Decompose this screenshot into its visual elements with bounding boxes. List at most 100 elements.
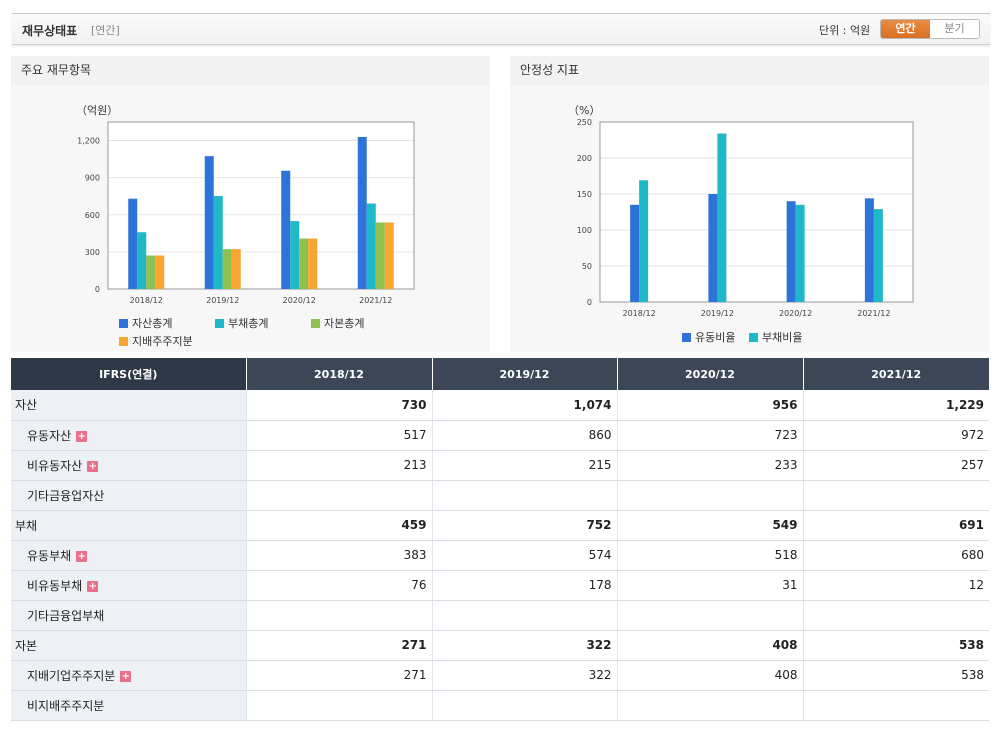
- table-row: 자산 730 1,074 956 1,229: [11, 390, 989, 421]
- table-row: 부채 459 752 549 691: [11, 510, 989, 541]
- header-2020: 2020/12: [617, 358, 804, 390]
- key-items-y-tick-label: 300: [85, 248, 100, 257]
- key-items-bar: [155, 255, 165, 289]
- stability-bar: [630, 204, 640, 302]
- stability-x-tick-label: 2018/12: [623, 309, 656, 318]
- row-value: 518: [617, 540, 804, 571]
- row-value: 691: [803, 510, 989, 541]
- row-label-text: 기타금융업부채: [27, 608, 105, 623]
- key-items-y-tick-label: 0: [95, 285, 100, 294]
- header-2021: 2021/12: [803, 358, 989, 390]
- key-items-bar: [281, 170, 291, 289]
- row-value: 257: [803, 450, 989, 481]
- row-label: 유동부채 +: [11, 540, 247, 571]
- table-row: 비유동자산 +213 215 233 257: [11, 450, 989, 481]
- legend-item-controlling-equity: 지배주주지분: [119, 333, 193, 349]
- stability-y-tick-label: 0: [587, 298, 592, 307]
- annual-button[interactable]: 연간: [881, 20, 930, 38]
- key-items-bar: [366, 203, 376, 289]
- row-value: 459: [246, 510, 433, 541]
- key-items-y-tick-label: 1,200: [77, 137, 100, 146]
- key-items-bar: [308, 238, 318, 289]
- row-value: 12: [803, 570, 989, 601]
- row-value: 322: [432, 660, 618, 691]
- key-items-bar: [204, 156, 214, 289]
- legend-item-total-liabilities: 부채총계: [215, 315, 301, 331]
- table-row: 기타금융업자산: [11, 480, 989, 511]
- row-label-text: 자본: [15, 638, 38, 653]
- key-items-bar: [137, 232, 147, 289]
- row-value: [803, 480, 989, 511]
- header-2019: 2019/12: [432, 358, 618, 390]
- row-label-text: 유동부채: [27, 548, 72, 563]
- stability-x-tick-label: 2021/12: [857, 309, 890, 318]
- row-value: 408: [617, 660, 804, 691]
- row-value: 322: [432, 630, 618, 661]
- row-label-text: 비지배주주지분: [27, 698, 105, 713]
- row-value: [803, 690, 989, 721]
- key-items-chart: （억원） 0 300 600 900 1,200 2018/12 2019/12 2020/12…: [76, 104, 415, 305]
- row-value: 723: [617, 420, 804, 451]
- row-value: 215: [432, 450, 618, 481]
- row-label: 자산: [11, 390, 247, 421]
- table-row: 기타금융업부채: [11, 600, 989, 631]
- table-row: 유동자산 +517 860 723 972: [11, 420, 989, 451]
- legend-item-current-ratio: 유동비율: [682, 329, 735, 345]
- table-row: 비유동부채 +76 178 31 12: [11, 570, 989, 601]
- row-label: 비유동부채 +: [11, 570, 247, 601]
- quarter-button[interactable]: 분기: [930, 20, 979, 38]
- row-label-text: 비유동자산: [27, 458, 83, 473]
- expand-plus-icon[interactable]: +: [76, 550, 88, 562]
- stability-panel: （%） 0 50 100 150 200 250 2018/12 2019/12 2020/12 2…: [510, 85, 989, 352]
- row-label: 비지배주주지분: [11, 690, 247, 721]
- row-value: [432, 480, 618, 511]
- key-items-panel: （억원） 0 300 600 900 1,200 2018/12 2019/12 2020/12…: [11, 85, 490, 352]
- key-items-x-tick-label: 2019/12: [206, 296, 239, 305]
- row-value: 31: [617, 570, 804, 601]
- table-header-row: IFRS(연결) 2018/12 2019/12 2020/12 2021/12: [11, 358, 989, 390]
- row-value: [617, 480, 804, 511]
- key-items-bar: [128, 198, 138, 289]
- stability-y-tick-label: 200: [577, 154, 592, 163]
- row-label-text: 기타금융업자산: [27, 488, 105, 503]
- row-label: 유동자산 +: [11, 420, 247, 451]
- expand-plus-icon[interactable]: +: [87, 580, 99, 592]
- row-value: [432, 600, 618, 631]
- legend-item-debt-ratio: 부채비율: [748, 329, 802, 345]
- row-value: 1,074: [432, 390, 618, 421]
- key-items-bar: [290, 221, 300, 289]
- legend-item-total-equity: 자본총계: [311, 315, 364, 331]
- key-items-bar: [231, 249, 241, 289]
- stability-bar: [864, 198, 874, 302]
- row-value: 752: [432, 510, 618, 541]
- expand-plus-icon[interactable]: +: [87, 460, 99, 472]
- row-value: 233: [617, 450, 804, 481]
- row-value: 1,229: [803, 390, 989, 421]
- expand-plus-icon[interactable]: +: [76, 430, 88, 442]
- stability-plot-border: [599, 121, 914, 303]
- stability-legend: 유동비율 부채비율: [682, 329, 812, 345]
- table-row: 비지배주주지분: [11, 690, 989, 721]
- key-items-x-tick-label: 2020/12: [283, 296, 316, 305]
- key-items-y-tick-label: 900: [85, 174, 100, 183]
- row-value: [617, 600, 804, 631]
- row-label-text: 지배기업주주지분: [27, 668, 116, 683]
- row-value: [246, 480, 433, 511]
- key-items-bar: [384, 222, 394, 289]
- period-toggle: 연간 분기: [880, 19, 980, 39]
- row-label: 기타금융업자산: [11, 480, 247, 511]
- stability-y-tick-label: 150: [577, 190, 592, 199]
- stability-y-tick-label: 100: [577, 226, 592, 235]
- row-label-text: 부채: [15, 518, 38, 533]
- key-items-bar: [146, 255, 156, 289]
- expand-plus-icon[interactable]: +: [120, 670, 132, 682]
- row-value: 178: [432, 570, 618, 601]
- row-value: [432, 690, 618, 721]
- statement-header: 재무상태표 [연간] 단위 : 억원 연간 분기: [12, 13, 990, 45]
- stability-unit-label: （%）: [568, 104, 600, 117]
- stability-x-tick-label: 2019/12: [701, 309, 734, 318]
- key-items-bar: [299, 238, 309, 289]
- row-value: 271: [246, 630, 433, 661]
- table-row: 유동부채 +383 574 518 680: [11, 540, 989, 571]
- stability-bar: [795, 204, 805, 302]
